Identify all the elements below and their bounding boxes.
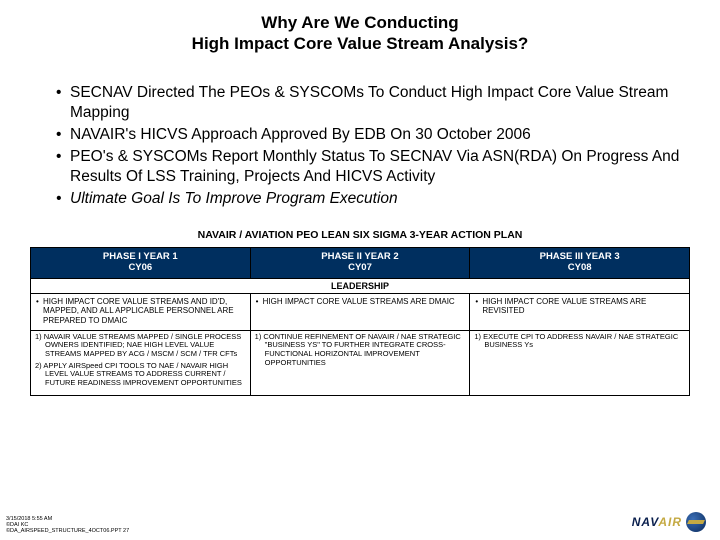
cell-num-item: 2) APPLY AIRSpeed CPI TOOLS TO NAE / NAV…	[35, 362, 246, 388]
bullet-item: PEO's & SYSCOMs Report Monthly Status To…	[56, 147, 680, 187]
logo-air: AIR	[658, 515, 682, 529]
logo-globe-icon	[686, 512, 706, 532]
title-line-2: High Impact Core Value Stream Analysis?	[20, 33, 700, 54]
phase-header: PHASE III YEAR 3 CY08	[470, 248, 690, 279]
logo-nav: NAV	[632, 515, 659, 529]
table-cell: HIGH IMPACT CORE VALUE STREAMS ARE DMAIC	[250, 294, 470, 331]
title-line-1: Why Are We Conducting	[20, 12, 700, 33]
cell-bullet: HIGH IMPACT CORE VALUE STREAMS AND ID'D,…	[35, 297, 246, 325]
leadership-label: LEADERSHIP	[31, 279, 690, 294]
phase-header: PHASE II YEAR 2 CY07	[250, 248, 470, 279]
phase-sub: CY08	[472, 263, 687, 274]
navair-logo: NAVAIR	[632, 512, 706, 532]
slide-title: Why Are We Conducting High Impact Core V…	[0, 0, 720, 63]
cell-bullet: HIGH IMPACT CORE VALUE STREAMS ARE REVIS…	[474, 297, 685, 315]
plan-table: PHASE I YEAR 1 CY06 PHASE II YEAR 2 CY07…	[30, 247, 690, 395]
items-row: HIGH IMPACT CORE VALUE STREAMS AND ID'D,…	[31, 294, 690, 331]
phase-sub: CY06	[33, 263, 248, 274]
plan-title: NAVAIR / AVIATION PEO LEAN SIX SIGMA 3-Y…	[0, 229, 720, 241]
phase-header-row: PHASE I YEAR 1 CY06 PHASE II YEAR 2 CY07…	[31, 248, 690, 279]
table-cell: 1) EXECUTE CPI TO ADDRESS NAVAIR / NAE S…	[470, 330, 690, 395]
cell-num-item: 1) NAVAIR VALUE STREAMS MAPPED / SINGLE …	[35, 333, 246, 359]
table-cell: HIGH IMPACT CORE VALUE STREAMS ARE REVIS…	[470, 294, 690, 331]
cell-bullet: HIGH IMPACT CORE VALUE STREAMS ARE DMAIC	[255, 297, 466, 306]
table-cell: 1) CONTINUE REFINEMENT OF NAVAIR / NAE S…	[250, 330, 470, 395]
logo-text: NAVAIR	[632, 515, 682, 529]
bullet-item: Ultimate Goal Is To Improve Program Exec…	[56, 189, 680, 209]
cell-num-item: 1) EXECUTE CPI TO ADDRESS NAVAIR / NAE S…	[474, 333, 685, 350]
sub-row: 1) NAVAIR VALUE STREAMS MAPPED / SINGLE …	[31, 330, 690, 395]
phase-sub: CY07	[253, 263, 468, 274]
phase-header: PHASE I YEAR 1 CY06	[31, 248, 251, 279]
leadership-row: LEADERSHIP	[31, 279, 690, 294]
table-cell: HIGH IMPACT CORE VALUE STREAMS AND ID'D,…	[31, 294, 251, 331]
footer-meta: 3/15/2018 5:55 AM ©DAI KC ©DA_AIRSPEED_S…	[6, 516, 129, 534]
bullet-item: NAVAIR's HICVS Approach Approved By EDB …	[56, 125, 680, 145]
table-cell: 1) NAVAIR VALUE STREAMS MAPPED / SINGLE …	[31, 330, 251, 395]
footer-line: ©DA_AIRSPEED_STRUCTURE_4OCT06.PPT 27	[6, 528, 129, 534]
bullet-item: SECNAV Directed The PEOs & SYSCOMs To Co…	[56, 83, 680, 123]
main-bullets: SECNAV Directed The PEOs & SYSCOMs To Co…	[0, 63, 720, 222]
cell-num-item: 1) CONTINUE REFINEMENT OF NAVAIR / NAE S…	[255, 333, 466, 368]
